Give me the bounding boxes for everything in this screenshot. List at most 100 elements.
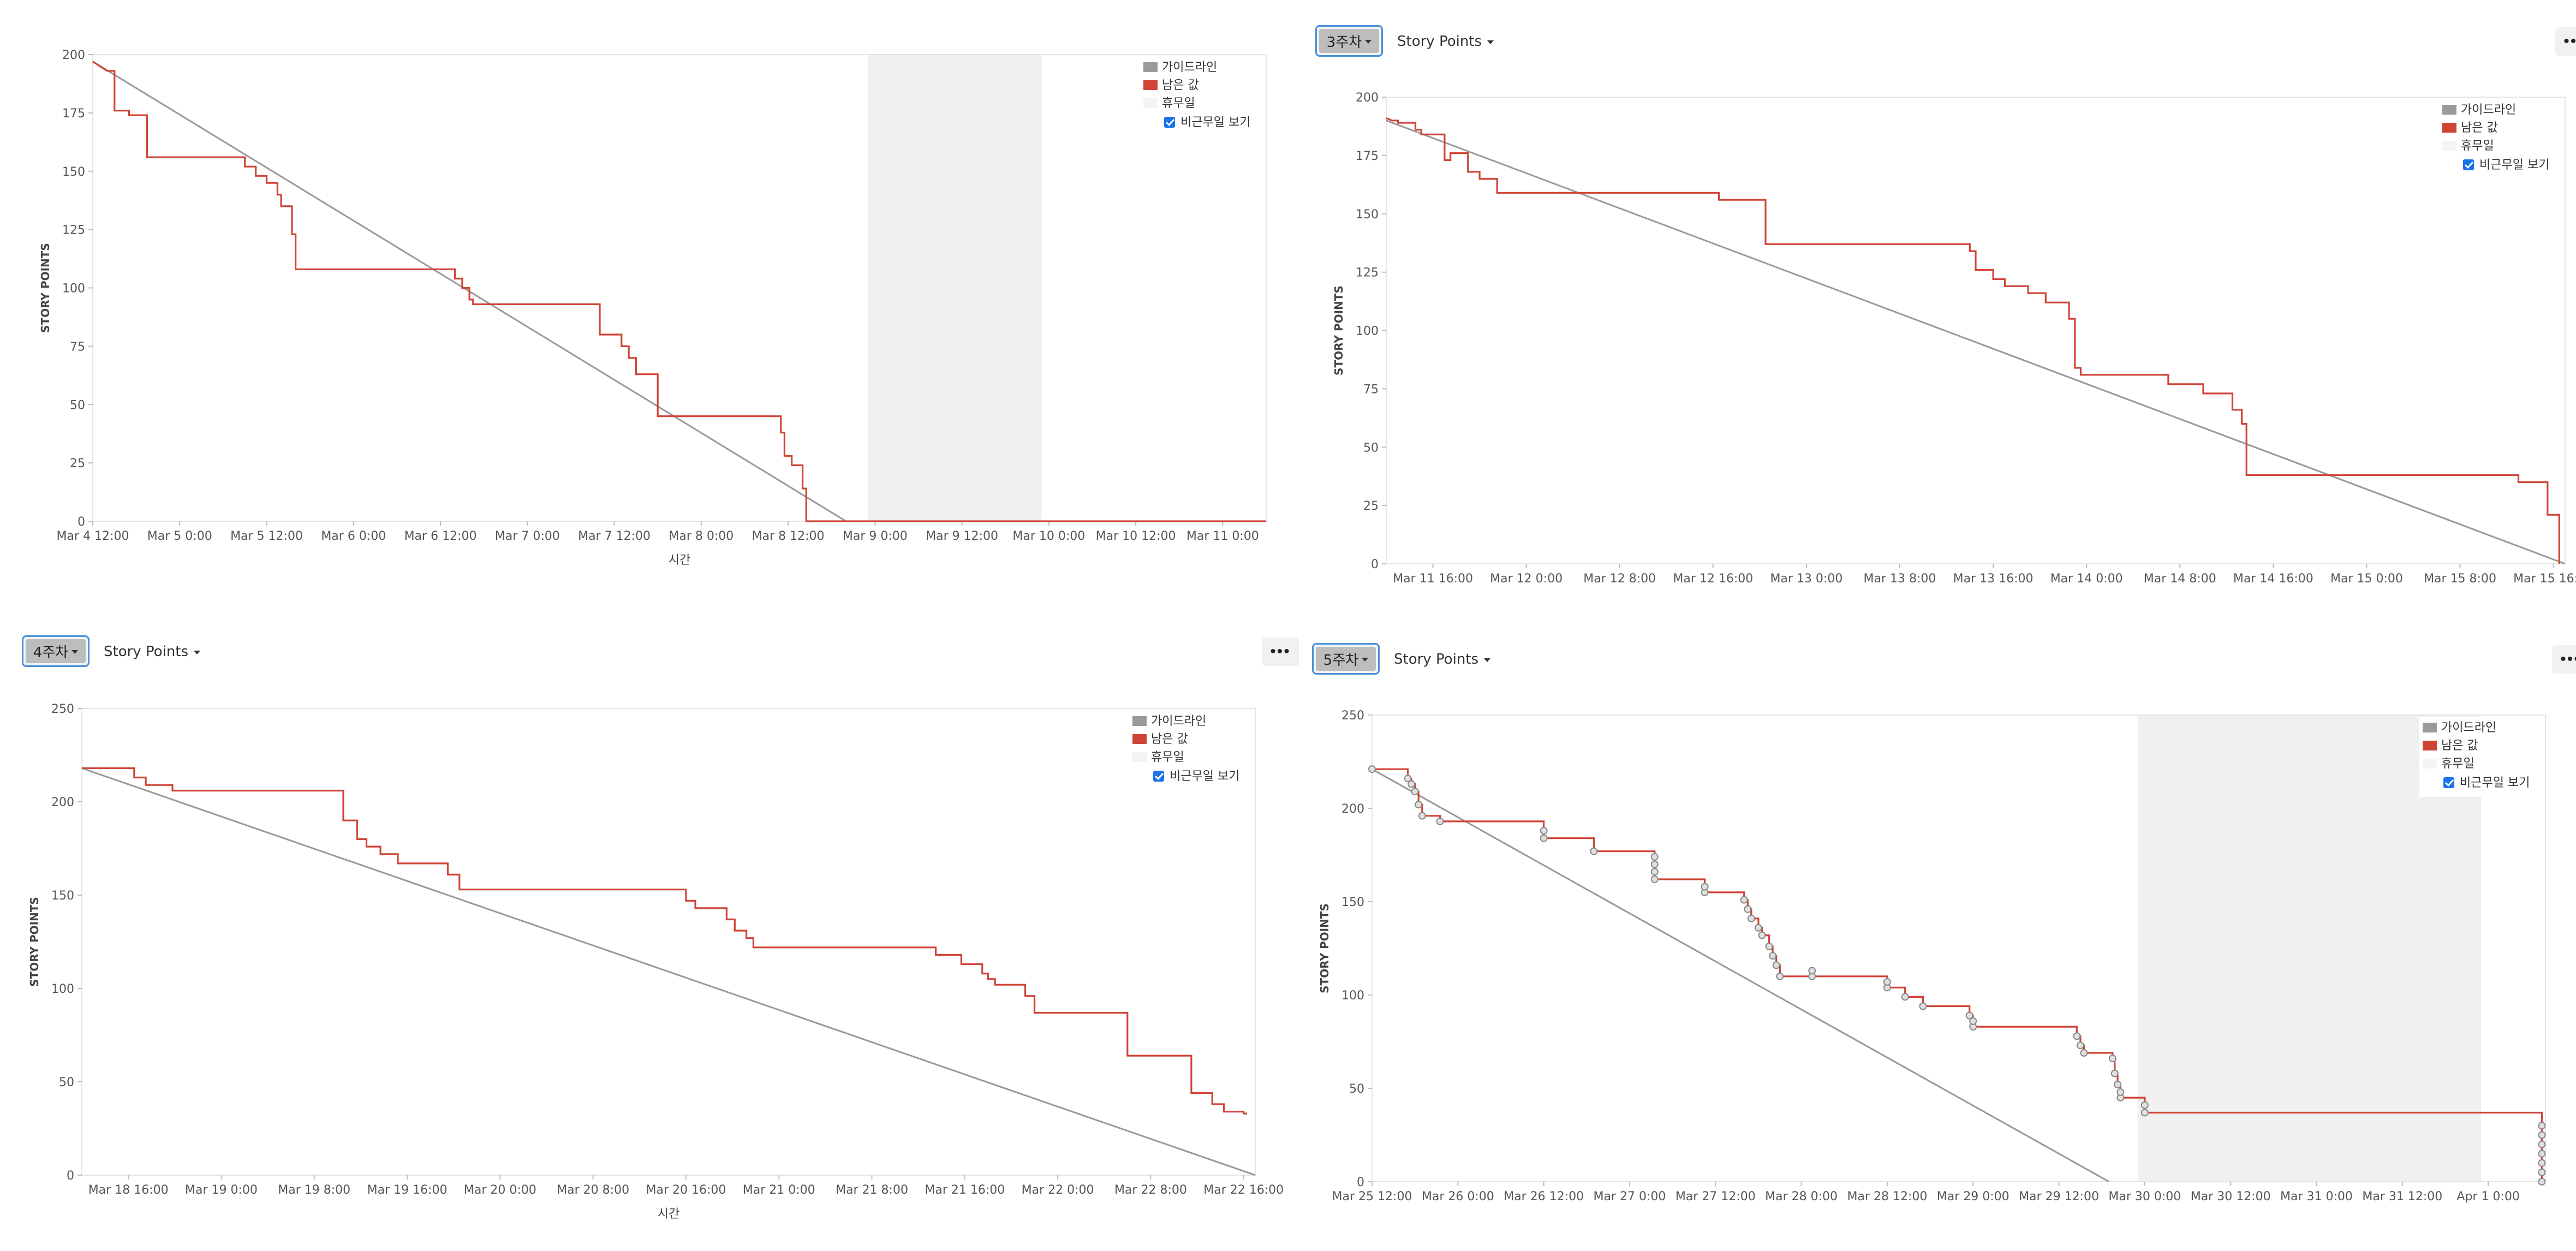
legend-checkbox-label: 비근무일 보기 — [1170, 770, 1239, 783]
y-tick-label: 100 — [1356, 325, 1379, 338]
legend-nonworking-label: 휴무일 — [2461, 139, 2494, 153]
x-tick-label: Mar 5 0:00 — [147, 529, 212, 543]
burndown-panel-week4: 4주차 Story Points ••• 0 50 100 150 200 250 Mar … — [22, 632, 1299, 1243]
metric-dropdown[interactable]: Story Points — [104, 642, 201, 662]
metric-dropdown[interactable]: Story Points — [1394, 650, 1491, 669]
sprint-selector-button[interactable]: 5주차 — [1312, 643, 1380, 675]
data-point-marker — [1415, 801, 1423, 809]
more-options-button[interactable]: ••• — [2552, 645, 2576, 674]
x-tick-label: Mar 19 16:00 — [367, 1183, 448, 1197]
plot-area-border — [81, 708, 1256, 1176]
legend-checkbox-label: 비근무일 보기 — [2479, 158, 2549, 172]
x-tick-label: Mar 20 16:00 — [646, 1183, 726, 1197]
legend-remaining-swatch — [1143, 80, 1158, 90]
plot-area-border — [1372, 714, 2546, 1182]
x-tick-label: Mar 27 12:00 — [1675, 1190, 1756, 1204]
legend-checkbox[interactable] — [2443, 777, 2454, 788]
data-point-marker — [2076, 1041, 2084, 1050]
data-point-marker — [2114, 1081, 2122, 1089]
nonworking-band — [868, 55, 1042, 521]
legend-remaining-label: 남은 값 — [2441, 739, 2478, 753]
y-tick-label: 75 — [1363, 383, 1379, 396]
data-point-marker — [2538, 1168, 2546, 1176]
burndown-panel-week2: 0 25 50 75 100 125 150 175 200 Mar 4 12:00 Mar 5 0… — [11, 33, 1288, 644]
x-tick-label: Mar 11 16:00 — [1393, 572, 1473, 586]
x-tick-label: Mar 25 12:00 — [1332, 1190, 1412, 1204]
ellipsis-icon: ••• — [2563, 32, 2576, 50]
burndown-chart: 0 50 100 150 200 250 Mar 18 16:00 Mar 19 0:00 Ma… — [28, 702, 1284, 1221]
metric-dropdown[interactable]: Story Points — [1397, 32, 1494, 51]
data-point-marker — [1408, 780, 1416, 788]
legend-checkbox[interactable] — [1153, 771, 1164, 782]
x-tick-label: Mar 8 12:00 — [752, 529, 825, 543]
data-point-marker — [1590, 847, 1598, 855]
check-icon — [2464, 161, 2474, 169]
data-point-marker — [1772, 961, 1780, 969]
legend-checkbox-label: 비근무일 보기 — [2460, 776, 2530, 790]
data-point-marker — [1965, 1011, 1973, 1020]
x-tick-label: Mar 29 0:00 — [1937, 1190, 2009, 1204]
data-point-marker — [2140, 1109, 2149, 1117]
guideline-series — [1386, 120, 2566, 565]
legend-remaining-label: 남은 값 — [2461, 121, 2498, 135]
burndown-chart: 0 50 100 150 200 250 Mar 25 12:00 Mar 26 0:00 Ma… — [1318, 709, 2546, 1204]
legend-checkbox-label: 비근무일 보기 — [1180, 116, 1250, 129]
y-tick-label: 50 — [70, 398, 85, 412]
legend-checkbox[interactable] — [1164, 117, 1175, 128]
y-tick-label: 50 — [1349, 1082, 1364, 1096]
data-point-marker — [1540, 827, 1548, 835]
y-tick-label: 0 — [1371, 558, 1379, 571]
burndown-chart: 0 25 50 75 100 125 150 175 200 Mar 4 12:00 Mar 5 0… — [39, 49, 1267, 567]
data-point-marker — [2080, 1049, 2088, 1057]
sprint-selector-label: 3주차 — [1326, 34, 1362, 51]
x-tick-label: Mar 28 12:00 — [1847, 1190, 1927, 1204]
legend-remaining-label: 남은 값 — [1151, 732, 1188, 746]
y-axis-label: STORY POINTS — [39, 243, 52, 333]
x-tick-label: Mar 15 0:00 — [2330, 572, 2403, 586]
legend-remaining-swatch — [2442, 123, 2456, 133]
x-tick-label: Mar 26 12:00 — [1504, 1190, 1584, 1204]
more-options-button[interactable]: ••• — [1262, 638, 1299, 666]
x-tick-label: Mar 21 0:00 — [743, 1183, 815, 1197]
data-point-marker — [2538, 1159, 2546, 1167]
x-tick-label: Mar 9 0:00 — [843, 529, 908, 543]
plot-area-border — [1386, 97, 2566, 564]
y-tick-label: 100 — [51, 982, 74, 996]
data-point-marker — [1540, 834, 1548, 842]
legend-checkbox[interactable] — [2463, 159, 2474, 170]
data-point-marker — [1368, 765, 1376, 773]
legend-nonworking-swatch — [1132, 752, 1147, 762]
x-axis-label: 시간 — [669, 553, 690, 567]
x-tick-label: Mar 22 16:00 — [1203, 1183, 1284, 1197]
x-tick-label: Mar 13 16:00 — [1953, 572, 2034, 586]
data-point-marker — [1650, 868, 1659, 876]
data-point-marker — [1883, 978, 1891, 986]
y-tick-label: 125 — [1356, 266, 1379, 280]
data-point-marker — [1765, 943, 1773, 951]
sprint-selector-button[interactable]: 3주차 — [1315, 25, 1383, 57]
y-tick-label: 50 — [59, 1076, 74, 1089]
metric-dropdown-label: Story Points — [1397, 33, 1482, 50]
more-options-button[interactable]: ••• — [2555, 27, 2576, 56]
ellipsis-icon: ••• — [1270, 642, 1291, 660]
sprint-selector-button[interactable]: 4주차 — [22, 635, 90, 667]
check-icon — [1154, 772, 1164, 781]
y-tick-label: 125 — [62, 224, 85, 237]
guideline-series — [1372, 768, 2110, 1183]
y-tick-label: 200 — [51, 796, 74, 809]
sprint-selector-inner: 3주차 — [1319, 29, 1379, 53]
caret-down-icon — [194, 650, 201, 654]
caret-down-icon — [1362, 657, 1369, 662]
x-tick-label: Mar 18 16:00 — [88, 1183, 169, 1197]
sprint-selector-label: 4주차 — [33, 644, 69, 661]
data-point-marker — [1744, 905, 1752, 913]
legend-guide-swatch — [2442, 105, 2456, 115]
legend-guide-label: 가이드라인 — [1151, 714, 1206, 728]
data-point-marker — [1901, 993, 1909, 1001]
legend-box — [2419, 717, 2544, 797]
legend-guide-swatch — [1132, 716, 1147, 726]
data-point-marker — [1650, 860, 1659, 868]
check-icon — [1165, 118, 1175, 127]
legend-nonworking-swatch — [2442, 141, 2456, 151]
x-tick-label: Mar 9 12:00 — [926, 529, 998, 543]
